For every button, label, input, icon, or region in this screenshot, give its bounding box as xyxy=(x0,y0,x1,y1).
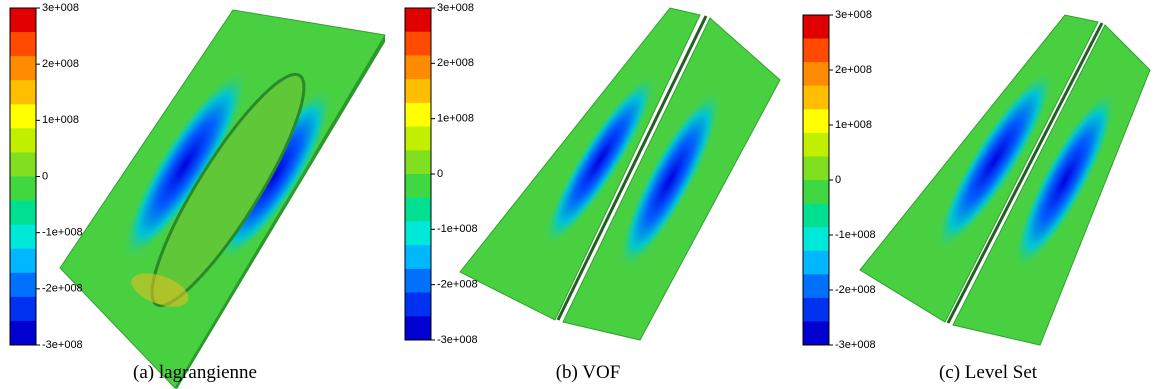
plate-c xyxy=(859,14,1151,346)
colorbar-band xyxy=(803,274,829,299)
colorbar-band xyxy=(405,126,431,151)
colorbar-band xyxy=(803,203,829,228)
colorbar-tick-label: 3e+008 xyxy=(437,2,474,14)
caption: (b) VOF xyxy=(556,362,621,383)
colorbar-band xyxy=(405,31,431,56)
colorbar-band xyxy=(10,32,36,57)
colorbar-band xyxy=(803,109,829,134)
colorbar-tick-label: 3e+008 xyxy=(42,2,79,14)
colorbar-band xyxy=(10,80,36,105)
colorbar-band xyxy=(10,8,36,33)
colorbar-band xyxy=(803,250,829,275)
colorbar-tick-label: -3e+008 xyxy=(437,334,478,346)
colorbar-tick-label: 0 xyxy=(42,170,48,182)
colorbar-band xyxy=(405,102,431,128)
colorbar-band xyxy=(10,104,36,129)
colorbar-tick-label: 0 xyxy=(437,168,443,180)
colorbar-band xyxy=(803,38,829,63)
colorbar-band xyxy=(803,62,829,87)
colorbar-band xyxy=(405,150,431,175)
colorbar-band xyxy=(405,197,431,222)
colorbar-band xyxy=(803,85,829,110)
colorbar-band xyxy=(10,152,36,177)
colorbar-tick-label: 1e+008 xyxy=(42,114,79,126)
colorbar-band xyxy=(405,245,431,270)
colorbar-band xyxy=(405,174,431,199)
colorbar-tick-label: -2e+008 xyxy=(42,283,83,295)
colorbar-band xyxy=(803,180,829,205)
colorbar-tick-label: 3e+008 xyxy=(835,9,872,21)
colorbar-band xyxy=(10,176,36,202)
colorbar-band xyxy=(10,224,36,250)
colorbar-tick-label: 1e+008 xyxy=(437,113,474,125)
colorbar-band xyxy=(405,55,431,80)
colorbar-tick-label: 2e+008 xyxy=(835,64,872,76)
colorbar-band xyxy=(803,321,829,346)
colorbar-band xyxy=(405,268,431,294)
colorbar-tick-label: -3e+008 xyxy=(42,339,83,351)
colorbar-band xyxy=(803,15,829,40)
colorbar-band xyxy=(10,56,36,81)
plate-b xyxy=(459,7,781,341)
colorbar-tick-label: 0 xyxy=(835,174,841,186)
colorbar-tick-label: 2e+008 xyxy=(42,58,79,70)
colorbar-tick-label: -2e+008 xyxy=(835,284,876,296)
colorbar-tick-label: -1e+008 xyxy=(835,229,876,241)
colorbar-band xyxy=(10,128,36,153)
colorbar-tick-label: -1e+008 xyxy=(437,223,478,235)
colorbar-band xyxy=(803,297,829,322)
colorbar-band xyxy=(10,296,36,322)
colorbar-band xyxy=(803,227,829,252)
caption: (c) Level Set xyxy=(939,362,1038,383)
colorbar-band xyxy=(10,320,36,346)
colorbar-band xyxy=(405,8,431,33)
colorbar-band xyxy=(803,156,829,181)
colorbar-tick-label: -2e+008 xyxy=(437,279,478,291)
colorbar-tick-label: -3e+008 xyxy=(835,339,876,351)
colorbar-band xyxy=(405,292,431,317)
colorbar-band xyxy=(405,316,431,341)
colorbar-band xyxy=(10,272,36,298)
plate-a xyxy=(59,9,386,389)
colorbar-tick-label: 1e+008 xyxy=(835,119,872,131)
colorbar-band xyxy=(10,200,36,226)
colorbar-tick-label: 2e+008 xyxy=(437,57,474,69)
colorbar-tick-label: -1e+008 xyxy=(42,227,83,239)
caption: (a) lagrangienne xyxy=(133,362,257,383)
colorbar-band xyxy=(405,79,431,104)
colorbar-band xyxy=(10,248,36,274)
colorbar-band xyxy=(405,221,431,246)
colorbar-band xyxy=(803,132,829,157)
